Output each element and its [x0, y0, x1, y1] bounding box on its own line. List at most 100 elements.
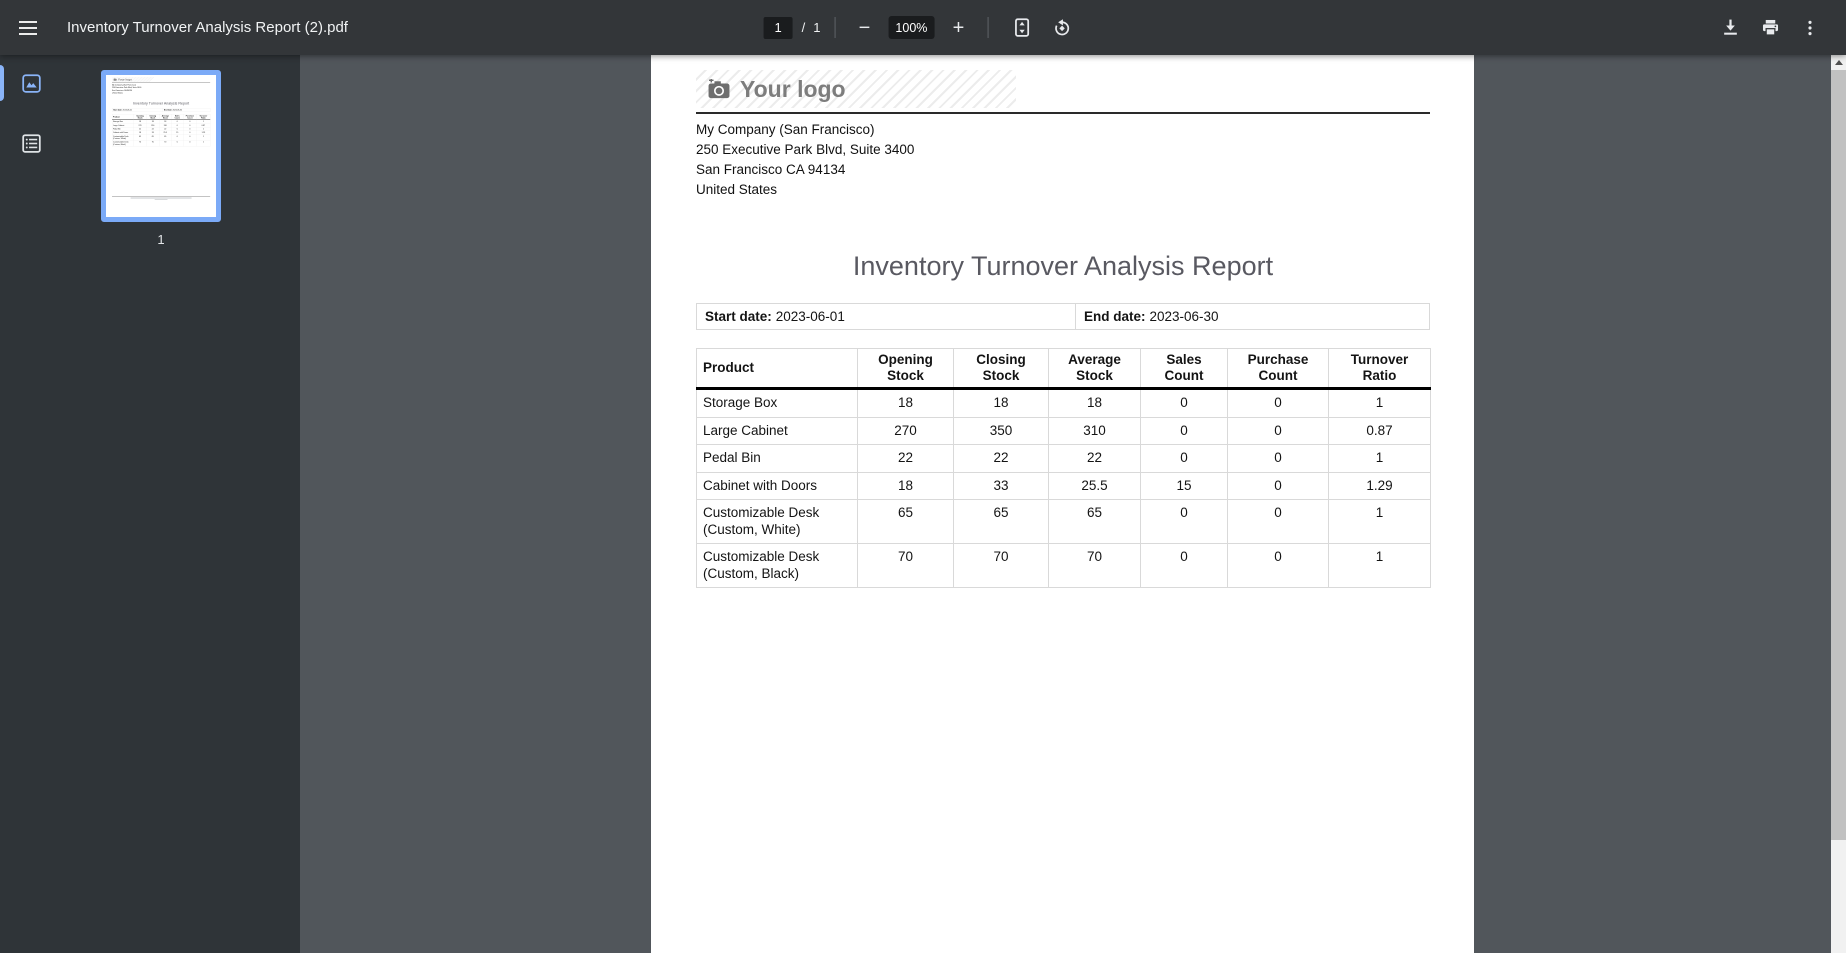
- value-cell: 0: [1227, 388, 1329, 418]
- document-viewport: Your logo My Company (San Francisco) 250…: [300, 55, 1846, 953]
- value-cell: 0: [183, 140, 197, 147]
- page-number-input[interactable]: [763, 16, 793, 39]
- value-cell: 1.29: [1328, 471, 1431, 500]
- page-thumbnail-preview: Your logo My Company (San Francisco) 250…: [106, 75, 216, 217]
- menu-button[interactable]: [8, 8, 48, 48]
- document-filename: Inventory Turnover Analysis Report (2).p…: [67, 19, 348, 36]
- company-country: United States: [112, 91, 123, 94]
- value-cell: 25.5: [1048, 471, 1141, 500]
- outline-view-button[interactable]: [11, 123, 51, 163]
- footer-text-bar: [130, 197, 192, 199]
- date-range-row: Start date:2023-06-01 End date:2023-06-3…: [112, 108, 211, 112]
- rotate-button[interactable]: [1042, 8, 1082, 48]
- end-date-label: End date:: [163, 108, 173, 111]
- thumbnail-page-number: 1: [157, 232, 165, 247]
- logo-placeholder: Your logo: [112, 77, 155, 83]
- table-row: Customizable Desk (Custom, White) 65 65 65 0…: [696, 499, 1431, 544]
- value-cell: 1: [1328, 444, 1431, 473]
- page-thumbnail[interactable]: Your logo My Company (San Francisco) 250…: [101, 70, 221, 222]
- value-cell: 65: [1048, 499, 1141, 544]
- thumbnails-view-button[interactable]: [11, 63, 51, 103]
- table-row: Pedal Bin 22 22 22 0 0 1: [696, 444, 1431, 473]
- value-cell: 0.87: [1328, 416, 1431, 445]
- date-range-row: Start date:2023-06-01 End date:2023-06-3…: [696, 303, 1431, 330]
- inventory-table-header: Product Opening Stock Closing Stock Aver…: [112, 114, 211, 120]
- value-cell: 0: [1140, 444, 1228, 473]
- download-icon: [1723, 19, 1737, 35]
- logo-text: Your logo: [117, 77, 133, 82]
- logo-text: Your logo: [740, 75, 846, 102]
- value-cell: 1: [1328, 499, 1431, 544]
- value-cell: 0: [183, 119, 197, 124]
- vertical-scrollbar[interactable]: [1831, 55, 1846, 953]
- scrollbar-up-button[interactable]: [1831, 55, 1846, 70]
- value-cell: 70: [857, 543, 954, 588]
- report-title: Inventory Turnover Analysis Report: [132, 101, 190, 106]
- fit-page-icon: [1015, 18, 1030, 37]
- value-cell: 18: [953, 388, 1049, 418]
- column-header-average-stock: Average Stock: [159, 114, 172, 120]
- value-cell: 0: [1140, 499, 1228, 544]
- value-cell: 1: [1328, 388, 1431, 418]
- column-header-product: Product: [696, 348, 858, 390]
- date-range-table: Start date:2023-06-01 End date:2023-06-3…: [696, 303, 1431, 330]
- rotate-counterclockwise-icon: [1055, 19, 1070, 36]
- product-cell: Customizable Desk (Custom, Black): [696, 543, 858, 588]
- column-header-purchase-count: Purchase Count: [1227, 348, 1329, 390]
- product-cell: Pedal Bin: [696, 444, 858, 473]
- table-row: Large Cabinet 270 350 310 0 0 0.87: [112, 123, 211, 128]
- value-cell: 1: [196, 119, 211, 124]
- end-date-label: End date:: [1083, 309, 1146, 324]
- start-date-value: 2023-06-01: [775, 309, 845, 324]
- value-cell: 18: [1048, 388, 1141, 418]
- zoom-level: 100%: [888, 16, 935, 39]
- zoom-in-button[interactable]: +: [943, 13, 973, 43]
- company-city: San Francisco CA 94134: [112, 89, 132, 92]
- value-cell: 0: [1227, 543, 1329, 588]
- table-row: Storage Box 18 18 18 0 0 1: [112, 119, 211, 124]
- toolbar: Inventory Turnover Analysis Report (2).p…: [0, 0, 1846, 55]
- product-cell: Large Cabinet: [696, 416, 858, 445]
- more-options-button[interactable]: [1790, 8, 1830, 48]
- start-date-label: Start date:: [113, 108, 123, 111]
- camera-icon: [708, 79, 730, 99]
- value-cell: 350: [953, 416, 1049, 445]
- value-cell: 15: [1140, 471, 1228, 500]
- value-cell: 70: [1048, 543, 1141, 588]
- column-header-closing-stock: Closing Stock: [953, 348, 1049, 390]
- start-date-cell: Start date:2023-06-01: [112, 108, 163, 112]
- fit-to-page-button[interactable]: [1002, 8, 1042, 48]
- inventory-table-body: Storage Box 18 18 18 0 0 1 Large Cabinet 270 350 3…: [112, 119, 211, 147]
- report-title: Inventory Turnover Analysis Report: [852, 251, 1274, 281]
- end-date-cell: End date:2023-06-30: [1074, 303, 1431, 330]
- value-cell: 33: [953, 471, 1049, 500]
- column-header-turnover-ratio: Turnover Ratio: [196, 114, 211, 120]
- value-cell: 22: [1048, 444, 1141, 473]
- product-cell: Customizable Desk (Custom, White): [696, 499, 858, 544]
- inventory-table: Product Opening Stock Closing Stock Aver…: [696, 348, 1431, 588]
- toolbar-right: [1710, 8, 1846, 48]
- value-cell: 0: [171, 140, 184, 147]
- company-name: My Company (San Francisco): [696, 122, 875, 137]
- company-address-block: My Company (San Francisco) 250 Executive…: [696, 120, 1430, 200]
- value-cell: 18: [857, 388, 954, 418]
- company-street: 250 Executive Park Blvd, Suite 3400: [696, 142, 915, 157]
- zoom-out-button[interactable]: −: [849, 13, 879, 43]
- product-cell: Cabinet with Doors: [696, 471, 858, 500]
- company-street: 250 Executive Park Blvd, Suite 3400: [112, 86, 142, 89]
- value-cell: 18: [146, 119, 160, 124]
- kebab-menu-icon: [1808, 20, 1812, 35]
- print-button[interactable]: [1750, 8, 1790, 48]
- inventory-table-body: Storage Box 18 18 18 0 0 1 Large Cabinet 270 350 3…: [696, 388, 1431, 588]
- inventory-table-header: Product Opening Stock Closing Stock Aver…: [696, 348, 1431, 390]
- scrollbar-thumb[interactable]: [1831, 70, 1846, 840]
- toolbar-page-zoom-controls: / 1 − 100% +: [763, 0, 1083, 55]
- page-count: 1: [813, 20, 821, 35]
- value-cell: 1: [1328, 543, 1431, 588]
- value-cell: 65: [857, 499, 954, 544]
- value-cell: 70: [146, 140, 160, 147]
- value-cell: 22: [953, 444, 1049, 473]
- download-button[interactable]: [1710, 8, 1750, 48]
- logo-placeholder: Your logo: [696, 70, 1016, 108]
- end-date-value: 2023-06-30: [172, 108, 182, 111]
